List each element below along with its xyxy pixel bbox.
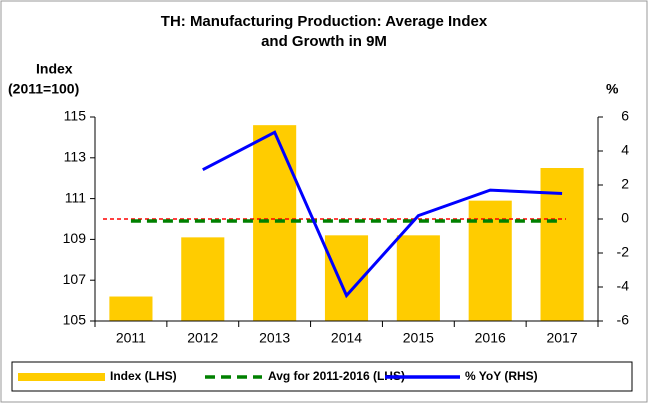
y-axis-label: Index: [36, 61, 73, 77]
y-tick-label: 115: [64, 108, 87, 124]
y2-tick-label: 6: [621, 108, 629, 124]
y-tick-label: 109: [63, 230, 87, 246]
y2-tick-label: 4: [621, 142, 629, 158]
y2-tick-label: -6: [617, 312, 630, 328]
y-tick-label: 107: [63, 271, 87, 287]
x-tick-label: 2014: [331, 330, 362, 346]
y-tick-label: 111: [65, 189, 86, 205]
bar: [253, 125, 297, 321]
chart-title: TH: Manufacturing Production: Average In…: [161, 13, 488, 30]
legend-label: Avg for 2011-2016 (LHS): [268, 369, 405, 383]
y2-tick-label: -4: [617, 278, 630, 294]
y2-tick-label: 2: [621, 176, 629, 192]
x-tick-label: 2013: [259, 330, 290, 346]
y-axis-label: (2011=100): [8, 81, 79, 97]
y2-tick-label: 0: [621, 210, 629, 226]
y-tick-label: 105: [63, 312, 87, 328]
y2-tick-label: -2: [617, 244, 630, 260]
line: [202, 130, 563, 299]
x-tick-label: 2017: [546, 330, 577, 346]
x-tick-label: 2016: [475, 330, 506, 346]
bar: [181, 237, 225, 321]
bar: [396, 235, 440, 321]
y2-axis-label: %: [606, 81, 619, 97]
x-tick-label: 2015: [403, 330, 434, 346]
legend-swatch: [18, 373, 105, 381]
y-tick-label: 113: [64, 149, 87, 165]
legend-label: Index (LHS): [110, 369, 177, 383]
bar: [109, 296, 153, 321]
legend-label: % YoY (RHS): [465, 369, 538, 383]
x-tick-label: 2012: [187, 330, 218, 346]
legend-box: [11, 361, 633, 392]
x-tick-label: 2011: [116, 330, 146, 346]
bar: [540, 168, 584, 321]
chart-title: and Growth in 9M: [261, 33, 387, 50]
